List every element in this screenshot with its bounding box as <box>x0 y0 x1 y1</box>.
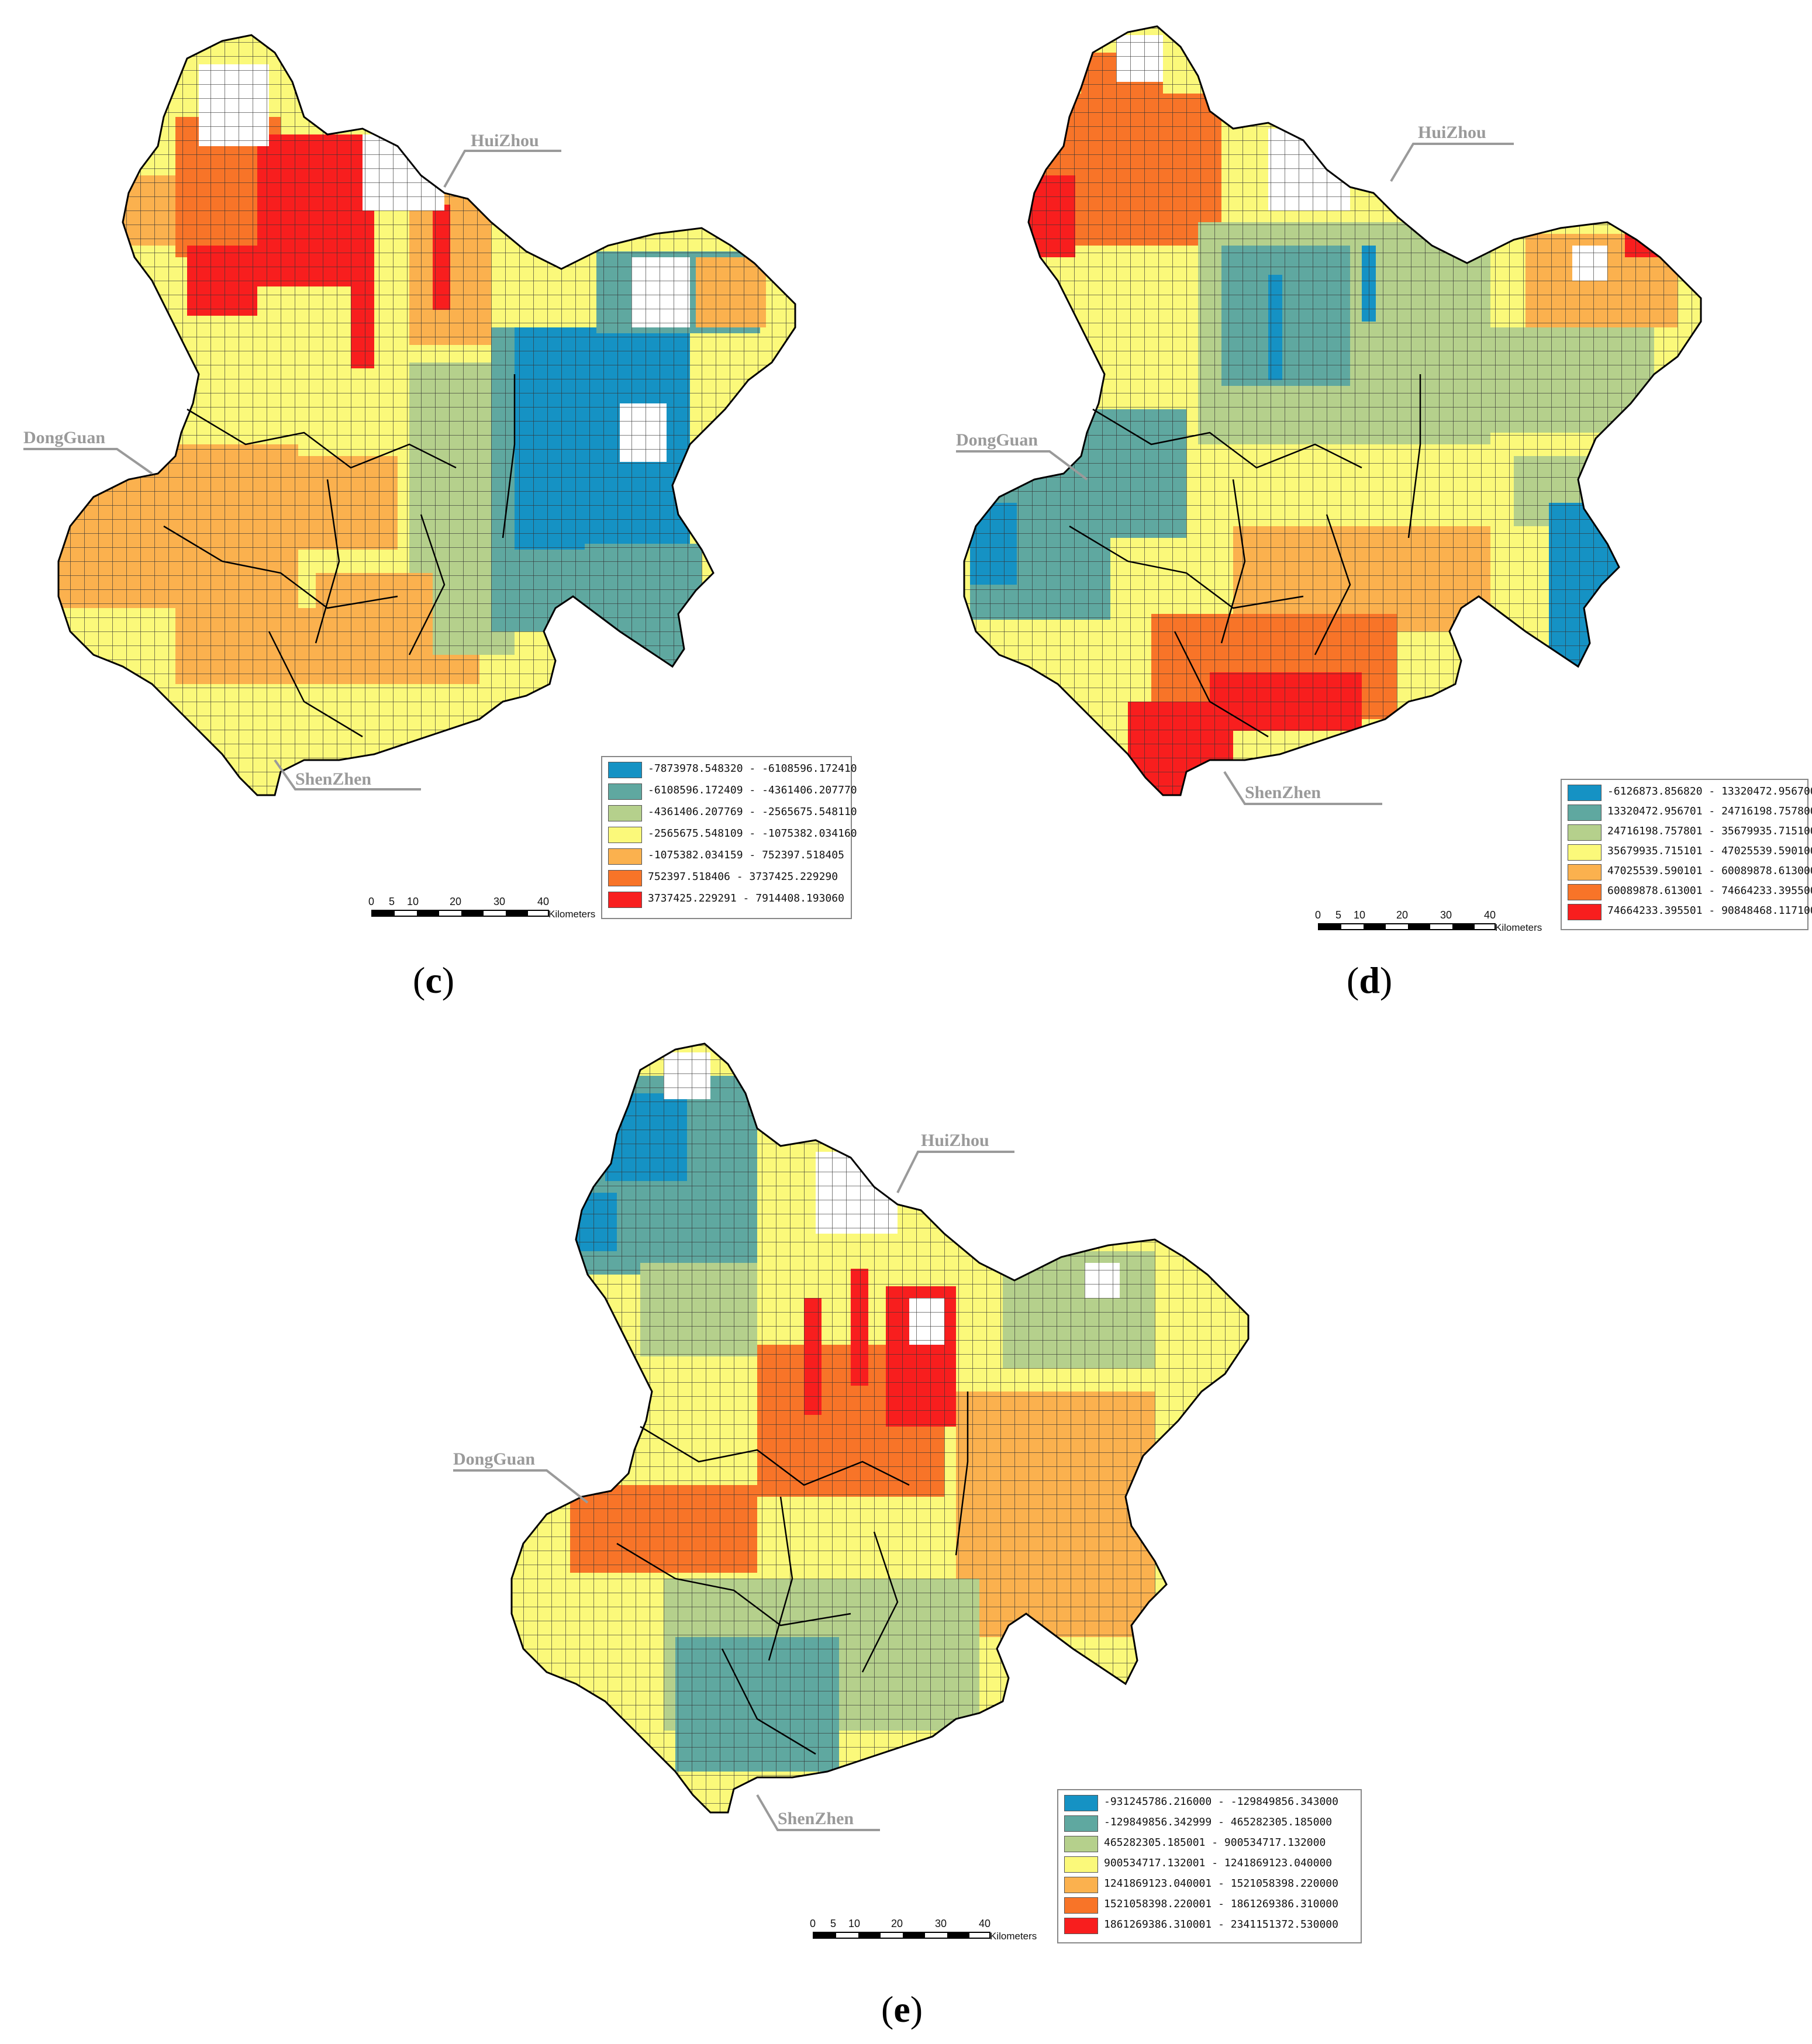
legend-range: 1521058398.220001 - 1861269386.310000 <box>1104 1898 1338 1910</box>
scale-tick: 5 <box>389 896 395 907</box>
legend-range: 900534717.132001 - 1241869123.040000 <box>1104 1857 1333 1869</box>
legend-swatch <box>1064 1795 1098 1811</box>
legend-range: -7873978.548320 - -6108596.172410 <box>648 762 857 775</box>
scale-tick: 20 <box>450 896 462 907</box>
shenzhen-label: ShenZhen <box>1245 783 1321 802</box>
huizhou-label: HuiZhou <box>471 131 539 150</box>
scale-tick: 40 <box>537 896 550 907</box>
scale-tick: 10 <box>848 1918 861 1929</box>
scale-tick: 0 <box>1315 909 1321 921</box>
legend-range: 47025539.590101 - 60089878.613000 <box>1607 865 1812 877</box>
legend-swatch <box>1064 1897 1098 1914</box>
legend-swatch <box>1568 844 1602 861</box>
scale-tick: 10 <box>1354 909 1366 921</box>
legend-swatch <box>1568 824 1602 841</box>
panel-d: HuiZhou DongGuan ShenZhen -6126873.85682… <box>906 0 1812 1029</box>
legend-range: -129849856.342999 - 465282305.185000 <box>1104 1816 1333 1828</box>
legend-swatch <box>1568 785 1602 801</box>
legend-swatch <box>608 870 642 886</box>
scale-tick: 5 <box>830 1918 837 1929</box>
dongguan-label: DongGuan <box>956 430 1038 450</box>
legend-range: 752397.518406 - 3737425.229290 <box>648 871 838 883</box>
legend-swatch <box>1064 1836 1098 1852</box>
map-c: HuiZhou DongGuan ShenZhen <box>23 34 796 796</box>
legend-range: -6108596.172409 - -4361406.207770 <box>648 784 857 796</box>
scale-tick: 30 <box>935 1918 947 1929</box>
scale-units: Kilometers <box>1495 922 1542 933</box>
legend-range: 35679935.715101 - 47025539.590100 <box>1607 845 1812 857</box>
district-boundaries-c <box>163 374 516 738</box>
map-d: HuiZhou DongGuan ShenZhen <box>956 25 1702 805</box>
scale-tick: 20 <box>891 1918 903 1929</box>
legend-swatch <box>608 892 642 908</box>
legend-swatch <box>608 827 642 843</box>
legend-range: -931245786.216000 - -129849856.343000 <box>1104 1796 1338 1808</box>
legend-range: 3737425.229291 - 7914408.193060 <box>648 892 844 904</box>
legend-swatch <box>1064 1918 1098 1934</box>
district-boundaries-d <box>1069 374 1421 738</box>
dongguan-label: DongGuan <box>453 1449 535 1469</box>
scale-bar-d: 0 5 10 20 30 40 Kilometers <box>1315 909 1549 938</box>
legend-swatch <box>608 783 642 800</box>
legend-swatch <box>1064 1815 1098 1832</box>
legend-range: 13320472.956701 - 24716198.757800 <box>1607 805 1812 817</box>
panel-e: HuiZhou DongGuan ShenZhen -931245786.216… <box>453 1017 1362 2044</box>
legend-swatch <box>1064 1877 1098 1893</box>
scale-tick: 5 <box>1335 909 1342 921</box>
map-e: HuiZhou DongGuan ShenZhen <box>453 1042 1250 1831</box>
scale-tick: 0 <box>368 896 375 907</box>
scale-tick: 40 <box>979 1918 991 1929</box>
legend-swatch <box>1568 904 1602 920</box>
legend-range: 60089878.613001 - 74664233.395500 <box>1607 885 1812 897</box>
scale-tick: 30 <box>493 896 506 907</box>
scale-bar-c: 0 5 10 20 30 40 Kilometers <box>368 896 602 925</box>
scale-units: Kilometers <box>548 909 596 920</box>
caption-e: (e) <box>881 1988 923 2030</box>
huizhou-label: HuiZhou <box>1418 123 1486 142</box>
legend-swatch <box>608 848 642 865</box>
legend-d: -6126873.856820 - 13320472.956700 133204… <box>1561 779 1812 930</box>
legend-range: 24716198.757801 - 35679935.715100 <box>1607 825 1812 837</box>
scale-tick: 20 <box>1396 909 1409 921</box>
huizhou-label: HuiZhou <box>921 1131 989 1150</box>
legend-range: 1861269386.310001 - 2341151372.530000 <box>1104 1918 1338 1931</box>
legend-swatch <box>1568 805 1602 821</box>
legend-swatch <box>608 805 642 821</box>
legend-range: 74664233.395501 - 90848468.117100 <box>1607 904 1812 917</box>
scale-tick: 0 <box>810 1918 816 1929</box>
legend-e: -931245786.216000 - -129849856.343000 -1… <box>1057 1789 1362 1943</box>
legend-c: -7873978.548320 - -6108596.172410 -61085… <box>601 756 857 919</box>
legend-range: -1075382.034159 - 752397.518405 <box>648 849 844 861</box>
shenzhen-label: ShenZhen <box>295 769 371 789</box>
legend-range: -6126873.856820 - 13320472.956700 <box>1607 785 1812 797</box>
scale-tick: 10 <box>407 896 419 907</box>
district-boundaries-e <box>616 1392 969 1755</box>
shenzhen-label: ShenZhen <box>778 1809 854 1828</box>
scale-units: Kilometers <box>990 1931 1037 1942</box>
scale-tick: 40 <box>1484 909 1496 921</box>
legend-range: -2565675.548109 - -1075382.034160 <box>648 827 857 840</box>
scale-tick: 30 <box>1440 909 1452 921</box>
legend-range: 465282305.185001 - 900534717.132000 <box>1104 1836 1326 1849</box>
legend-swatch <box>1568 864 1602 881</box>
dongguan-label: DongGuan <box>23 428 105 447</box>
caption-d: (d) <box>1347 959 1393 1001</box>
legend-swatch <box>608 762 642 778</box>
legend-swatch <box>1064 1856 1098 1873</box>
panel-c: HuiZhou DongGuan ShenZhen -7873978.54832… <box>0 0 906 1029</box>
scale-bar-e: 0 5 10 20 30 40 Kilometers <box>810 1918 1055 1947</box>
legend-swatch <box>1568 884 1602 900</box>
caption-c: (c) <box>413 959 455 1001</box>
legend-range: -4361406.207769 - -2565675.548110 <box>648 806 857 818</box>
legend-range: 1241869123.040001 - 1521058398.220000 <box>1104 1877 1338 1890</box>
